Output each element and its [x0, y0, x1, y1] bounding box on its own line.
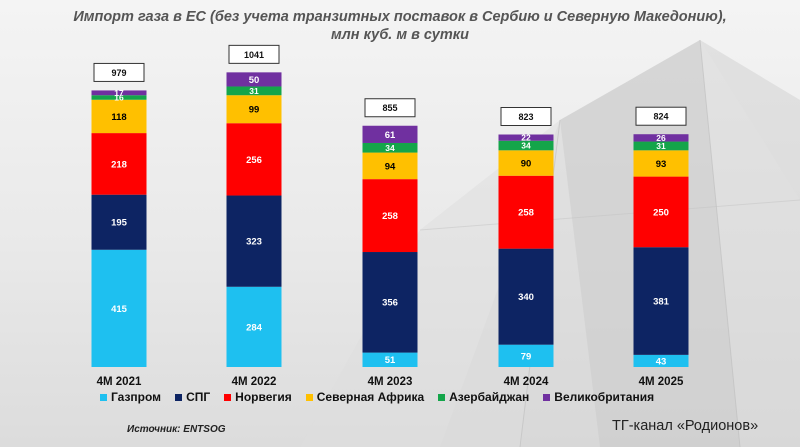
bar-value-label: 118 — [111, 112, 126, 123]
bar-value-label: 340 — [518, 292, 534, 303]
total-label: 823 — [518, 112, 533, 122]
bar-segment — [633, 150, 689, 177]
legend-label: Азербайджан — [449, 390, 530, 404]
bar-value-label: 90 — [521, 158, 532, 169]
bar-value-label: 256 — [246, 155, 262, 166]
legend-item: Норвегия — [224, 390, 292, 404]
legend-item: Азербайджан — [438, 390, 529, 404]
total-label: 979 — [111, 68, 126, 78]
bar-segment — [91, 133, 147, 195]
bar-value-label: 93 — [656, 159, 667, 170]
bar-value-label: 284 — [246, 322, 263, 333]
bar-segment — [91, 95, 147, 100]
category-label: 4М 2021 — [97, 376, 142, 388]
legend-label: Газпром — [111, 390, 162, 404]
total-box — [500, 107, 552, 127]
legend-item: СПГ — [175, 390, 210, 404]
bar-value-label: 258 — [382, 211, 398, 222]
bar-value-label: 415 — [111, 304, 128, 315]
category-label: 4М 2022 — [232, 376, 277, 388]
legend-label: СПГ — [186, 390, 211, 404]
bar-segment — [633, 141, 689, 151]
category-label: 4М 2024 — [504, 376, 549, 388]
bar-segment — [362, 252, 418, 353]
bar-value-label: 50 — [249, 75, 260, 86]
chart-subtitle: млн куб. м в сутки — [331, 27, 469, 43]
legend-item: Северная Африка — [305, 390, 425, 404]
bar-segment — [633, 354, 689, 367]
bar-value-label: 34 — [385, 143, 395, 153]
bar-value-label: 31 — [656, 141, 666, 151]
bar-value-label: 258 — [518, 208, 534, 219]
bar-value-label: 195 — [111, 218, 128, 229]
bar-segment — [498, 140, 554, 151]
bar-value-label: 61 — [385, 130, 396, 141]
total-box — [364, 98, 416, 118]
bar-segment — [498, 248, 554, 345]
bar-segment — [91, 99, 147, 134]
bar-segment — [226, 195, 282, 287]
bar-segment — [498, 134, 554, 141]
bar-value-label: 218 — [111, 159, 127, 170]
bar-value-label: 99 — [249, 105, 260, 116]
legend-label: Северная Африка — [316, 390, 425, 404]
bar-segment — [91, 249, 147, 367]
bar-segment — [226, 86, 282, 96]
bar-segment — [91, 194, 147, 250]
bar-segment — [362, 352, 418, 367]
bar-segment — [362, 152, 418, 180]
total-label: 824 — [653, 112, 668, 122]
bar-segment — [633, 176, 689, 248]
legend-swatch — [224, 393, 232, 401]
bar-segment — [362, 179, 418, 253]
bar-segment — [633, 134, 689, 142]
legend-swatch — [100, 393, 107, 401]
legend-swatch — [175, 393, 183, 401]
total-box — [228, 44, 280, 64]
bar-segment — [633, 247, 689, 355]
total-label: 1041 — [244, 50, 264, 60]
bar-value-label: 381 — [653, 296, 670, 307]
bar-segment — [91, 90, 147, 96]
bar-segment — [498, 150, 554, 176]
category-label: 4М 2025 — [639, 376, 684, 388]
bar-segment — [498, 175, 554, 249]
chart-title: Импорт газа в ЕС (без учета транзитных п… — [73, 9, 727, 25]
source-note: Источник: ENTSOG — [127, 424, 226, 435]
bar-segment — [226, 286, 282, 367]
total-box — [635, 106, 687, 126]
bar-value-label: 323 — [246, 237, 262, 248]
bar-segment — [226, 72, 282, 87]
bar-value-label: 356 — [382, 298, 398, 309]
channel-credit: ТГ-канал «Родионов» — [612, 418, 759, 434]
legend-item: Газпром — [100, 390, 161, 404]
category-label: 4М 2023 — [368, 376, 413, 388]
bar-value-label: 22 — [521, 133, 531, 143]
bar-value-label: 79 — [521, 351, 532, 362]
bar-value-label: 94 — [385, 161, 396, 172]
bar-segment — [226, 123, 282, 196]
bar-segment — [498, 344, 554, 367]
legend-swatch — [305, 393, 313, 401]
chart-legend: Газпром СПГ Норвегия Северная Африка Азербай… — [100, 389, 654, 405]
bar-segment — [226, 95, 282, 124]
bar-value-label: 250 — [653, 207, 669, 218]
legend-item: Великобритания — [543, 390, 654, 404]
bar-value-label: 31 — [249, 86, 259, 96]
total-box — [93, 62, 145, 82]
bar-value-label: 34 — [521, 141, 531, 151]
total-label: 855 — [382, 103, 397, 113]
bar-segment — [362, 125, 418, 143]
legend-swatch — [438, 393, 446, 401]
legend-label: Норвегия — [235, 390, 292, 404]
legend-label: Великобритания — [554, 390, 655, 404]
bar-value-label: 16 — [114, 93, 124, 103]
bar-segment — [362, 142, 418, 153]
bar-value-label: 43 — [656, 356, 667, 367]
bar-value-label: 26 — [656, 133, 666, 143]
legend-swatch — [543, 393, 551, 401]
bar-value-label: 51 — [385, 355, 396, 366]
bar-value-label: 17 — [114, 88, 124, 98]
